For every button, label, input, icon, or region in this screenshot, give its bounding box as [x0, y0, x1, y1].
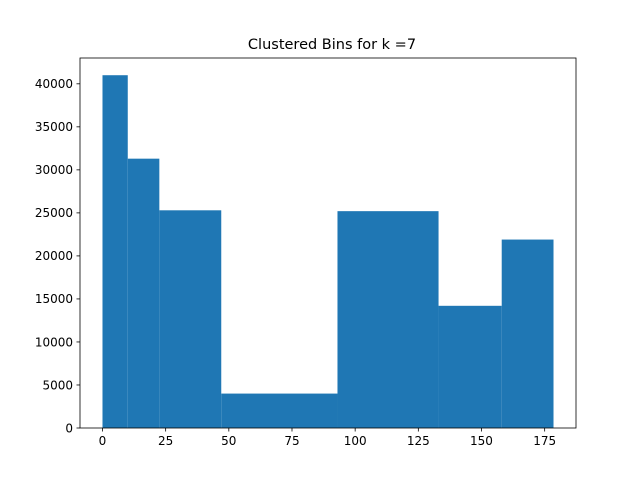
histogram-bar-3: [159, 210, 222, 428]
x-tick-label: 25: [158, 434, 173, 448]
x-tick-label: 75: [284, 434, 299, 448]
x-tick-label: 175: [533, 434, 556, 448]
y-axis-ticks: 0 5000 10000 15000 20000 25000 30000 35000 40000: [35, 77, 80, 435]
y-tick-label: 20000: [35, 249, 73, 263]
y-tick-label: 0: [65, 421, 73, 435]
x-tick-label: 150: [470, 434, 493, 448]
y-tick-label: 15000: [35, 292, 73, 306]
axes-frame: [79, 57, 577, 429]
chart-title: Clustered Bins for k =7: [248, 37, 416, 53]
histogram-bar-7: [501, 239, 554, 428]
x-tick-label: 50: [221, 434, 236, 448]
histogram-bar-1: [102, 75, 128, 429]
x-axis-ticks: 0 25 50 75 100 125 150 175: [99, 428, 556, 448]
x-tick-label: 0: [99, 434, 107, 448]
y-tick-label: 40000: [35, 77, 73, 91]
histogram-bar-5: [337, 211, 439, 428]
x-tick-label: 100: [344, 434, 367, 448]
y-tick-label: 10000: [35, 335, 73, 349]
x-tick-label: 125: [407, 434, 430, 448]
histogram-bar-2: [127, 158, 160, 429]
histogram-bar-4: [221, 393, 338, 428]
y-tick-label: 30000: [35, 163, 73, 177]
histogram-bar-6: [438, 305, 502, 428]
y-tick-label: 25000: [35, 206, 73, 220]
bars-group: [102, 75, 554, 429]
y-tick-label: 35000: [35, 120, 73, 134]
y-tick-label: 5000: [42, 378, 73, 392]
